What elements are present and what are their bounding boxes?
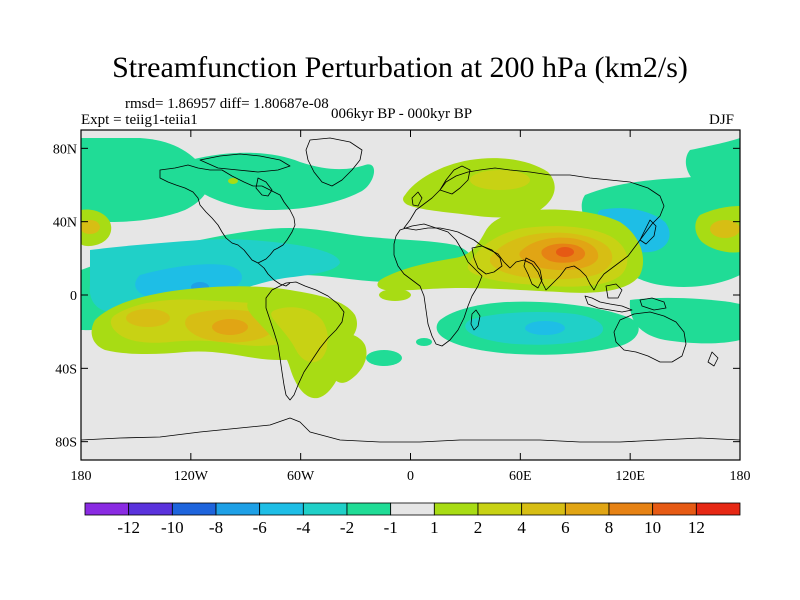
contour-neg-dateline-north bbox=[685, 138, 740, 189]
positive-anomalies bbox=[81, 158, 740, 399]
colorbar-label: -8 bbox=[209, 518, 223, 537]
colorbar-label: 4 bbox=[517, 518, 526, 537]
colorbar-swatch bbox=[433, 502, 479, 516]
colorbar-label: -4 bbox=[296, 518, 311, 537]
coast-antarctica bbox=[81, 417, 740, 443]
coast-borneo bbox=[605, 283, 623, 299]
contour-neg-arctic2 bbox=[185, 152, 375, 210]
coast-japan bbox=[639, 219, 657, 245]
colorbar-swatch bbox=[390, 502, 435, 516]
colorbar-label: -1 bbox=[384, 518, 398, 537]
contour-pos-samerica-2 bbox=[271, 307, 328, 363]
colorbar-swatch bbox=[608, 502, 654, 516]
coast-greenland bbox=[305, 137, 363, 187]
coast-north-america bbox=[159, 164, 296, 264]
colorbar-swatch bbox=[564, 502, 610, 516]
page-title: Streamfunction Perturbation at 200 hPa (… bbox=[112, 51, 688, 84]
lon-tick-label: 60E bbox=[509, 469, 532, 484]
period-label: 006kyr BP - 000kyr BP bbox=[331, 106, 473, 122]
lat-tick-label: 40S bbox=[55, 362, 77, 377]
colorbar-swatch bbox=[346, 502, 392, 516]
coast-new-zealand bbox=[707, 351, 719, 367]
coast-new-guinea bbox=[639, 297, 667, 311]
contour-pos-dateline-west-core bbox=[81, 220, 100, 234]
lon-tick-label: 60W bbox=[287, 469, 315, 484]
colorbar-label: 8 bbox=[605, 518, 614, 537]
lat-tick-label: 0 bbox=[70, 289, 77, 304]
lon-tick-label: 0 bbox=[407, 469, 414, 484]
colorbar-swatch bbox=[171, 502, 217, 516]
colorbar-swatch bbox=[477, 502, 523, 516]
coast-australia bbox=[613, 311, 687, 363]
colorbar-label: 12 bbox=[688, 518, 705, 537]
coast-scandinavia bbox=[439, 165, 471, 195]
colorbar-swatch bbox=[215, 502, 261, 516]
contour-pos-europe-core bbox=[470, 170, 530, 190]
lat-tick-label: 80S bbox=[55, 436, 77, 451]
lon-tick-label: 180 bbox=[730, 469, 751, 484]
coast-africa bbox=[393, 223, 483, 347]
lon-tick-label: 120W bbox=[174, 469, 209, 484]
contour-pos-spac-6 bbox=[212, 319, 248, 335]
season-label: DJF bbox=[709, 112, 735, 128]
colorbar: -12 -10 -8 -6 -4 -2 -1 1 2 4 6 8 10 12 bbox=[84, 502, 741, 537]
colorbar-label: 1 bbox=[430, 518, 439, 537]
contour-neg-south-indian bbox=[416, 338, 432, 346]
colorbar-label: -12 bbox=[117, 518, 140, 537]
lon-tick-label: 120E bbox=[615, 469, 645, 484]
contour-pos-west-africa bbox=[379, 289, 411, 301]
stats-text: rmsd= 1.86957 diff= 1.80687e-08 bbox=[125, 96, 329, 112]
contour-fields bbox=[81, 138, 740, 399]
contour-pos-alaska bbox=[228, 178, 238, 184]
coast-india bbox=[523, 257, 543, 289]
colorbar-swatch bbox=[652, 502, 697, 516]
lat-axis: 80N 40N 0 40S 80S bbox=[53, 142, 740, 451]
coast-central-america bbox=[257, 262, 291, 287]
coast-britain bbox=[411, 191, 423, 207]
colorbar-swatch bbox=[302, 502, 348, 516]
coast-indonesia bbox=[584, 295, 633, 313]
colorbar-swatch bbox=[695, 502, 741, 516]
contour-neg-south-atlantic bbox=[366, 350, 402, 366]
contour-neg-labrador bbox=[323, 171, 367, 185]
colorbar-swatch bbox=[84, 502, 130, 516]
colorbar-swatch bbox=[521, 502, 566, 516]
contour-pos-south-atlantic bbox=[326, 333, 367, 383]
lon-tick-label: 180 bbox=[71, 469, 92, 484]
colorbar-label: -2 bbox=[340, 518, 354, 537]
contour-neg-atlantic-north bbox=[230, 171, 273, 191]
contour-pos-spac-west bbox=[126, 309, 170, 327]
contour-pos-npac-east-core bbox=[710, 220, 740, 238]
coastlines bbox=[81, 137, 740, 443]
colorbar-label: 6 bbox=[561, 518, 570, 537]
colorbar-swatch bbox=[259, 502, 304, 516]
colorbar-label: -6 bbox=[253, 518, 267, 537]
colorbar-label: 2 bbox=[474, 518, 483, 537]
contour-neg-indian-core2 bbox=[525, 321, 565, 335]
lat-tick-label: 40N bbox=[53, 216, 77, 231]
experiment-label: Expt = teiig1-teiia1 bbox=[81, 112, 198, 128]
colorbar-label: -10 bbox=[161, 518, 184, 537]
coast-hudson-bay bbox=[255, 177, 273, 197]
contour-neg-arctic bbox=[81, 138, 209, 222]
contour-pos-asia-10 bbox=[556, 247, 574, 257]
coast-arctic-islands bbox=[199, 153, 291, 173]
coast-south-america bbox=[265, 281, 345, 401]
colorbar-label: 10 bbox=[644, 518, 661, 537]
lat-tick-label: 80N bbox=[53, 142, 77, 157]
lon-axis: 180 120W 60W 0 60E 120E 180 bbox=[71, 130, 751, 484]
coast-arabia bbox=[471, 245, 503, 275]
colorbar-swatch bbox=[128, 502, 173, 516]
coast-madagascar bbox=[470, 309, 481, 331]
